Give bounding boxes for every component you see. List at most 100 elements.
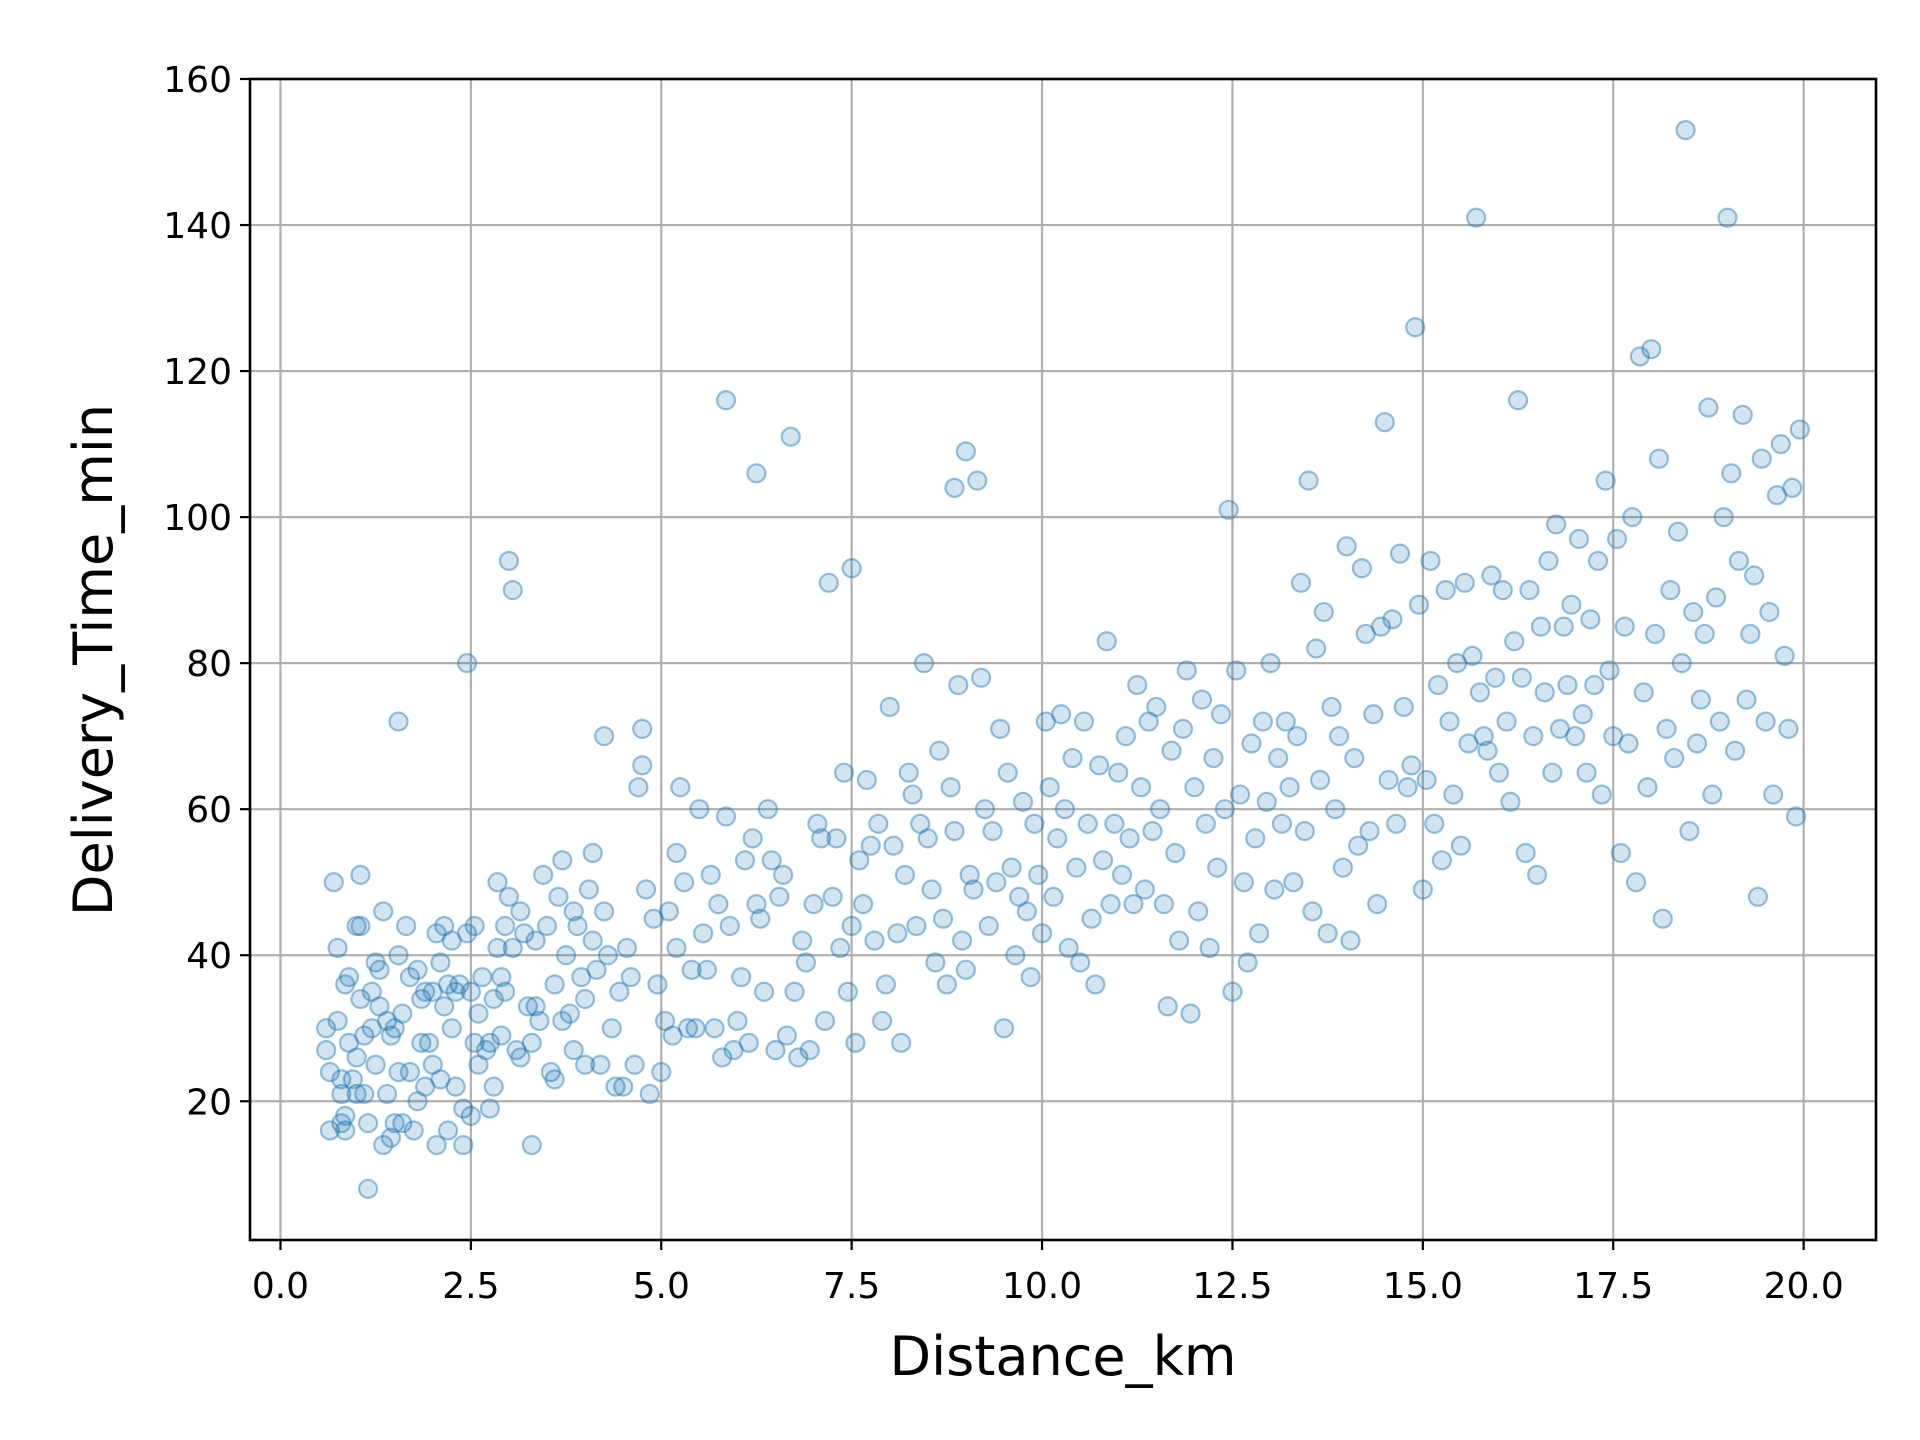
scatter-point (331, 1113, 352, 1134)
scatter-point (1488, 762, 1510, 783)
scatter-point (1195, 813, 1216, 834)
scatter-point (788, 1047, 809, 1068)
scatter-point (1393, 696, 1414, 718)
scatter-point (483, 1076, 504, 1097)
scatter-point (872, 1010, 893, 1032)
scatter-point (932, 908, 954, 929)
scatter-point (388, 711, 409, 732)
scatter-point (1538, 550, 1559, 572)
scatter-point (978, 915, 999, 937)
scatter-point (567, 915, 588, 937)
scatter-point (365, 1054, 386, 1075)
scatter-point (456, 653, 478, 674)
scatter-point (479, 1098, 501, 1119)
scatter-point (529, 1010, 550, 1032)
scatter-point (1313, 601, 1334, 623)
scatter-point (1363, 704, 1384, 725)
scatter-point (437, 974, 459, 995)
scatter-point (1092, 850, 1114, 871)
scatter-point (327, 937, 348, 959)
scatter-point (1667, 521, 1689, 542)
y-tick-label: 80 (186, 644, 232, 685)
scatter-point (1218, 499, 1239, 520)
scatter-point (674, 872, 695, 893)
scatter-point (453, 1098, 474, 1119)
scatter-point (361, 1018, 382, 1039)
scatter-point (1165, 842, 1186, 864)
scatter-point (963, 879, 984, 900)
axis-ticks: 0.0 2.5 5.0 7.5 10.0 12.5 15.0 17.5 20.0 20 40 60 80… (163, 60, 1843, 1307)
scatter-point (517, 996, 539, 1017)
scatter-point (731, 967, 752, 988)
scatter-point (335, 974, 356, 995)
scatter-point (434, 996, 455, 1017)
scatter-point (464, 915, 485, 937)
scatter-point (807, 813, 828, 834)
scatter-point (1386, 813, 1407, 834)
scatter-point (319, 1120, 341, 1141)
scatter-point (1427, 674, 1449, 696)
scatter-point (342, 1069, 363, 1090)
scatter-point (357, 1113, 379, 1134)
scatter-point (628, 777, 649, 798)
scatter-point (335, 1105, 356, 1126)
scatter-point (971, 667, 992, 688)
scatter-point (1725, 740, 1746, 761)
scatter-point (1424, 813, 1445, 834)
scatter-point (525, 930, 546, 951)
scatter-point (514, 923, 535, 944)
scatter-point (555, 945, 577, 966)
scatter-point (468, 1003, 489, 1024)
scatter-point (1744, 565, 1765, 586)
scatter-point (540, 1061, 561, 1083)
scatter-point (544, 1069, 565, 1090)
scatter-point (1553, 616, 1574, 637)
scatter-point (666, 842, 687, 864)
scatter-point (346, 915, 367, 937)
scatter-point (1176, 660, 1197, 681)
scatter-point (1405, 317, 1426, 338)
scatter-point (552, 850, 573, 871)
scatter-point (1073, 711, 1095, 732)
scatter-point (1153, 894, 1175, 915)
scatter-point (849, 850, 870, 871)
scatter-point (1378, 769, 1399, 791)
scatter-point (350, 988, 371, 1010)
scatter-point (1081, 908, 1102, 929)
scatter-point (487, 937, 508, 959)
scatter-point (624, 1054, 645, 1075)
scatter-point (1374, 412, 1395, 433)
x-tick-label: 20.0 (1764, 1266, 1844, 1307)
scatter-point (445, 981, 466, 1002)
scatter-point (1732, 404, 1753, 425)
scatter-point (1587, 550, 1609, 572)
scatter-point (1062, 747, 1083, 769)
scatter-point (818, 572, 839, 593)
scatter-point (399, 1061, 421, 1083)
scatter-point (1203, 747, 1224, 769)
scatter-point (1237, 952, 1258, 973)
scatter-point (491, 967, 512, 988)
scatter-point (677, 1018, 699, 1039)
scatter-point (1625, 872, 1647, 893)
scatter-point (719, 915, 740, 937)
scatter-point (936, 974, 957, 995)
scatter-point (704, 1018, 725, 1039)
scatter-point (689, 799, 710, 820)
scatter-point (365, 952, 386, 973)
x-axis-label: Distance_km (890, 1325, 1237, 1388)
scatter-point (616, 937, 638, 959)
scatter-point (715, 806, 737, 827)
scatter-point (392, 1113, 413, 1134)
scatter-point (544, 974, 565, 995)
scatter-point (354, 1083, 375, 1105)
scatter-point (929, 740, 950, 761)
scatter-point (830, 937, 851, 959)
scatter-point (323, 872, 344, 893)
scatter-point (723, 1040, 744, 1061)
scatter-point (346, 1047, 367, 1068)
scatter-point (1142, 820, 1163, 842)
scatter-point (1077, 813, 1098, 834)
scatter-point (1660, 580, 1681, 601)
